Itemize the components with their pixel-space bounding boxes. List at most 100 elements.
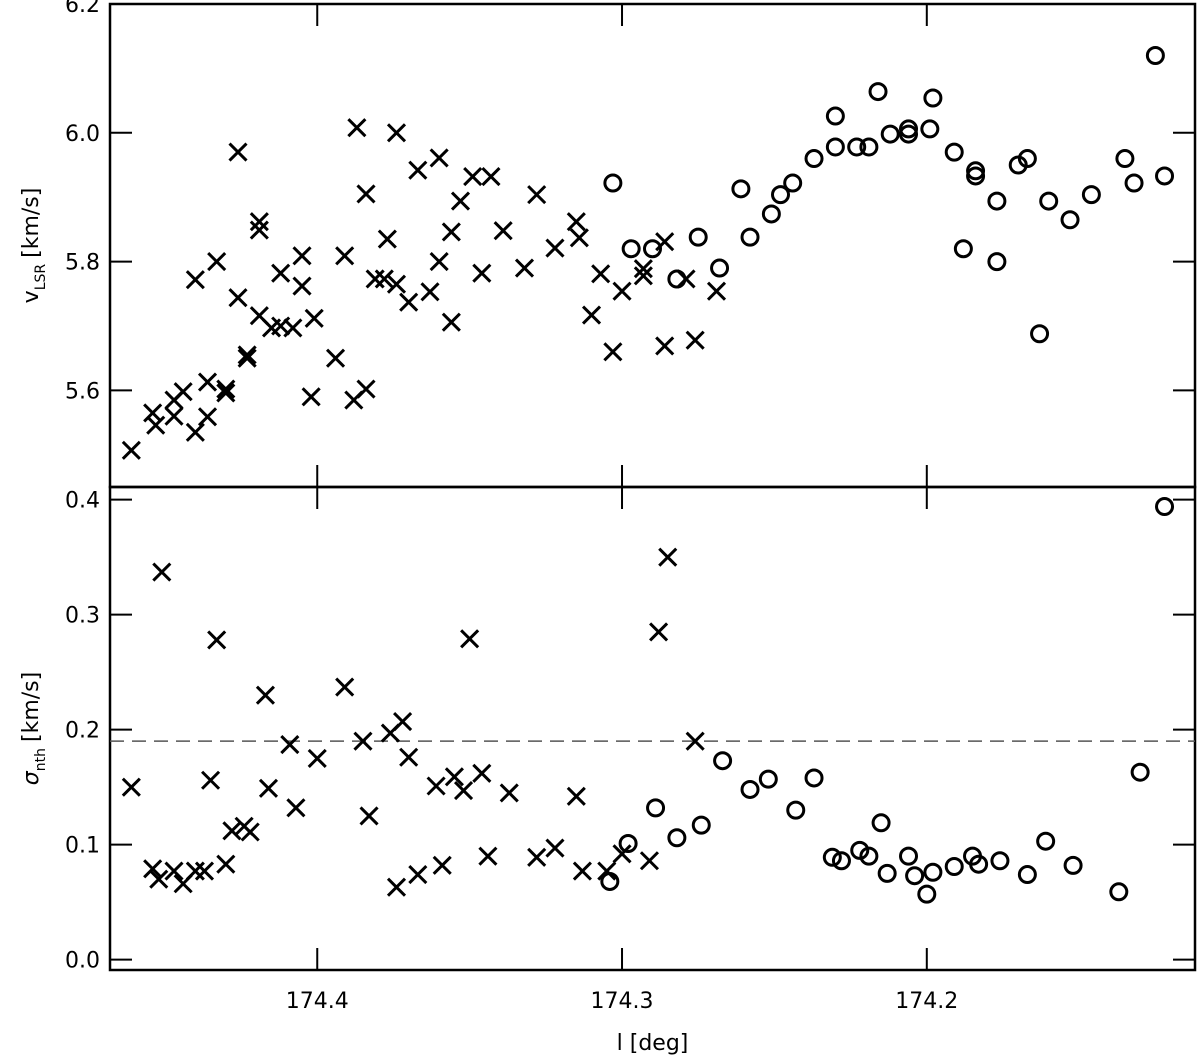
cross-point xyxy=(173,382,193,402)
cross-point xyxy=(240,822,260,842)
circle-point xyxy=(688,227,708,247)
cross-point xyxy=(591,264,611,284)
circle-point xyxy=(966,161,986,181)
y-label-subscript: nth xyxy=(33,748,49,771)
cross-point xyxy=(429,252,449,272)
circle-point xyxy=(871,813,891,833)
circle-point xyxy=(1030,324,1050,344)
cross-point xyxy=(581,305,602,325)
plot-frame xyxy=(108,485,1197,972)
cross-point xyxy=(633,266,653,286)
cross-point xyxy=(304,308,324,328)
cross-point xyxy=(207,252,227,272)
circle-point xyxy=(740,779,760,799)
circle-point xyxy=(1145,46,1165,66)
cross-point xyxy=(365,269,385,289)
plot-frame xyxy=(108,2,1197,489)
cross-point xyxy=(143,403,163,423)
cross-point xyxy=(335,677,355,697)
cross-point xyxy=(307,748,327,768)
cross-point xyxy=(185,422,205,442)
cross-point xyxy=(216,383,236,403)
cross-point xyxy=(152,562,172,582)
circle-point xyxy=(1036,831,1056,851)
circle-point xyxy=(710,258,730,278)
cross-point xyxy=(478,846,498,866)
cross-point xyxy=(393,712,413,732)
circle-point xyxy=(880,124,900,144)
cross-point xyxy=(472,263,492,283)
circle-point xyxy=(740,227,760,247)
cross-point xyxy=(460,629,480,649)
circle-point xyxy=(758,769,778,789)
cross-point xyxy=(216,854,236,874)
circle-point xyxy=(771,185,791,205)
cross-point xyxy=(527,847,547,867)
cross-point xyxy=(706,281,727,301)
cross-point xyxy=(121,777,141,797)
cross-point xyxy=(399,292,419,312)
circle-point xyxy=(761,204,781,224)
cross-point xyxy=(463,167,483,187)
cross-point xyxy=(146,415,166,435)
circle-point xyxy=(804,768,824,788)
cross-point xyxy=(216,379,236,399)
cross-point xyxy=(408,864,428,885)
circle-point xyxy=(691,815,711,835)
cross-point xyxy=(612,281,632,301)
circle-point xyxy=(783,173,803,193)
cross-point xyxy=(228,142,248,162)
cross-point xyxy=(493,221,513,241)
cross-point xyxy=(612,844,632,864)
cross-point xyxy=(249,212,269,232)
cross-point xyxy=(374,269,394,289)
cross-point xyxy=(255,685,275,705)
x-tick-label: 174.3 xyxy=(591,989,654,1014)
cross-point xyxy=(356,379,376,399)
cross-point xyxy=(347,118,367,138)
circle-point xyxy=(646,798,666,818)
cross-point xyxy=(353,731,373,751)
circle-point xyxy=(713,751,733,771)
cross-point xyxy=(569,228,589,248)
x-axis-label: l [deg] xyxy=(617,1031,689,1056)
circle-point xyxy=(822,847,842,867)
circle-point xyxy=(923,862,943,882)
cross-point xyxy=(237,345,257,365)
circle-point xyxy=(643,239,662,259)
circle-point xyxy=(731,179,751,199)
cross-point xyxy=(143,859,163,879)
cross-point xyxy=(432,855,452,875)
cross-point xyxy=(420,282,440,302)
y-axis-label: σnth [km/s] xyxy=(19,672,49,785)
cross-point xyxy=(441,312,461,332)
circle-point xyxy=(1155,497,1175,517)
y-tick-label: 6.0 xyxy=(65,122,100,147)
circle-point xyxy=(825,137,845,157)
y-label-symbol: v xyxy=(19,290,44,303)
cross-point xyxy=(685,330,705,350)
cross-point xyxy=(197,372,218,392)
circle-point xyxy=(923,88,943,108)
circle-point xyxy=(1081,185,1101,205)
cross-point xyxy=(197,407,218,427)
circle-point xyxy=(618,834,638,853)
circle-point xyxy=(987,191,1007,211)
cross-point xyxy=(386,877,407,897)
y-tick-label: 0.3 xyxy=(65,604,100,629)
circle-point xyxy=(917,884,937,904)
cross-point xyxy=(194,861,215,881)
cross-point xyxy=(335,246,355,266)
y-tick-label: 0.4 xyxy=(65,489,100,514)
circle-point xyxy=(667,269,687,289)
cross-point xyxy=(499,783,519,803)
circle-point xyxy=(1124,173,1144,193)
cross-point xyxy=(121,440,141,460)
cross-point xyxy=(258,778,279,798)
cross-point xyxy=(429,148,449,168)
cross-point xyxy=(286,798,306,818)
cross-point xyxy=(185,270,205,290)
cross-point xyxy=(566,212,586,232)
y-tick-label: 5.6 xyxy=(65,379,100,404)
